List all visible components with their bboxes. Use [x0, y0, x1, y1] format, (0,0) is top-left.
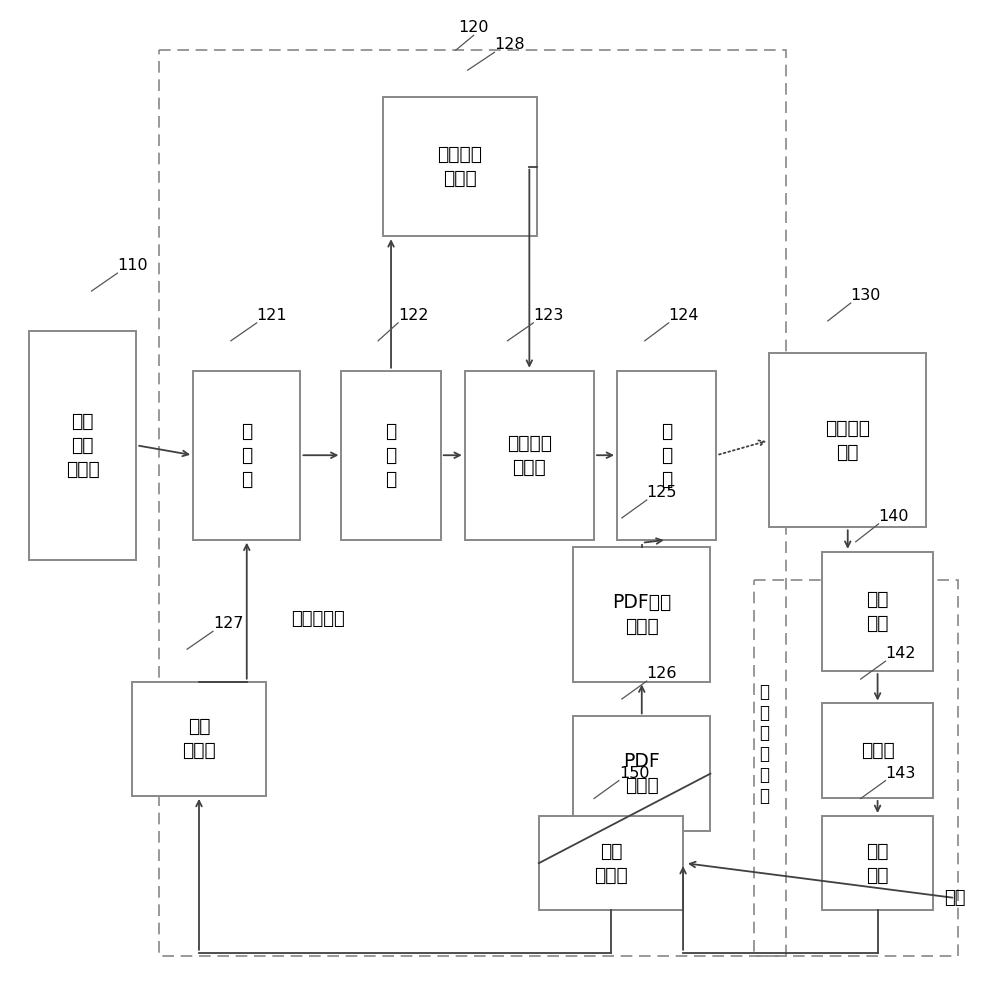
Bar: [616, 371, 716, 540]
Text: 速度
传感器: 速度 传感器: [593, 842, 627, 885]
Text: 125: 125: [646, 485, 677, 500]
Text: 调速控制器: 调速控制器: [291, 610, 345, 628]
Bar: [753, 580, 957, 956]
Text: 积分系数
乘法器: 积分系数 乘法器: [506, 434, 552, 477]
Text: 124: 124: [668, 308, 699, 323]
Text: 速度: 速度: [943, 889, 965, 907]
Text: 联轴节: 联轴节: [860, 741, 894, 760]
Bar: [821, 552, 932, 671]
Text: 减
法
器: 减 法 器: [660, 421, 672, 489]
Text: 142: 142: [885, 646, 915, 661]
Bar: [193, 371, 300, 540]
Text: 150: 150: [618, 766, 649, 781]
Text: 143: 143: [885, 766, 915, 781]
Bar: [573, 716, 710, 831]
Text: 功率驱动
模块: 功率驱动 模块: [824, 419, 870, 462]
Bar: [821, 703, 932, 798]
Text: 122: 122: [398, 308, 428, 323]
Bar: [341, 371, 440, 540]
Text: PDF系数
乘法器: PDF系数 乘法器: [611, 593, 671, 636]
Text: 121: 121: [256, 308, 287, 323]
Text: 110: 110: [117, 258, 148, 273]
Bar: [159, 50, 785, 956]
Bar: [382, 97, 537, 236]
Bar: [768, 353, 925, 527]
Text: 积
分
器: 积 分 器: [385, 421, 397, 489]
Text: 123: 123: [533, 308, 564, 323]
Bar: [539, 816, 682, 910]
Bar: [464, 371, 593, 540]
Text: 120: 120: [458, 20, 488, 35]
Text: 140: 140: [878, 509, 909, 524]
Bar: [29, 331, 136, 560]
Text: 调速
指令
发生器: 调速 指令 发生器: [66, 412, 99, 479]
Bar: [821, 816, 932, 910]
Text: 积分饱和
限制器: 积分饱和 限制器: [436, 145, 482, 188]
Text: 机械
负载: 机械 负载: [866, 842, 888, 885]
Text: 128: 128: [494, 37, 525, 52]
Text: 127: 127: [213, 616, 244, 631]
Bar: [131, 682, 266, 796]
Text: 126: 126: [646, 666, 677, 681]
Text: PDF
跟随器: PDF 跟随器: [623, 752, 659, 795]
Text: 比
较
器: 比 较 器: [241, 421, 252, 489]
Text: 力矩
电机: 力矩 电机: [866, 590, 888, 633]
Text: 反馈
跟随器: 反馈 跟随器: [182, 717, 216, 760]
Bar: [573, 547, 710, 682]
Text: 130: 130: [850, 288, 881, 303]
Text: 调
速
执
行
机
构: 调 速 执 行 机 构: [758, 683, 768, 805]
